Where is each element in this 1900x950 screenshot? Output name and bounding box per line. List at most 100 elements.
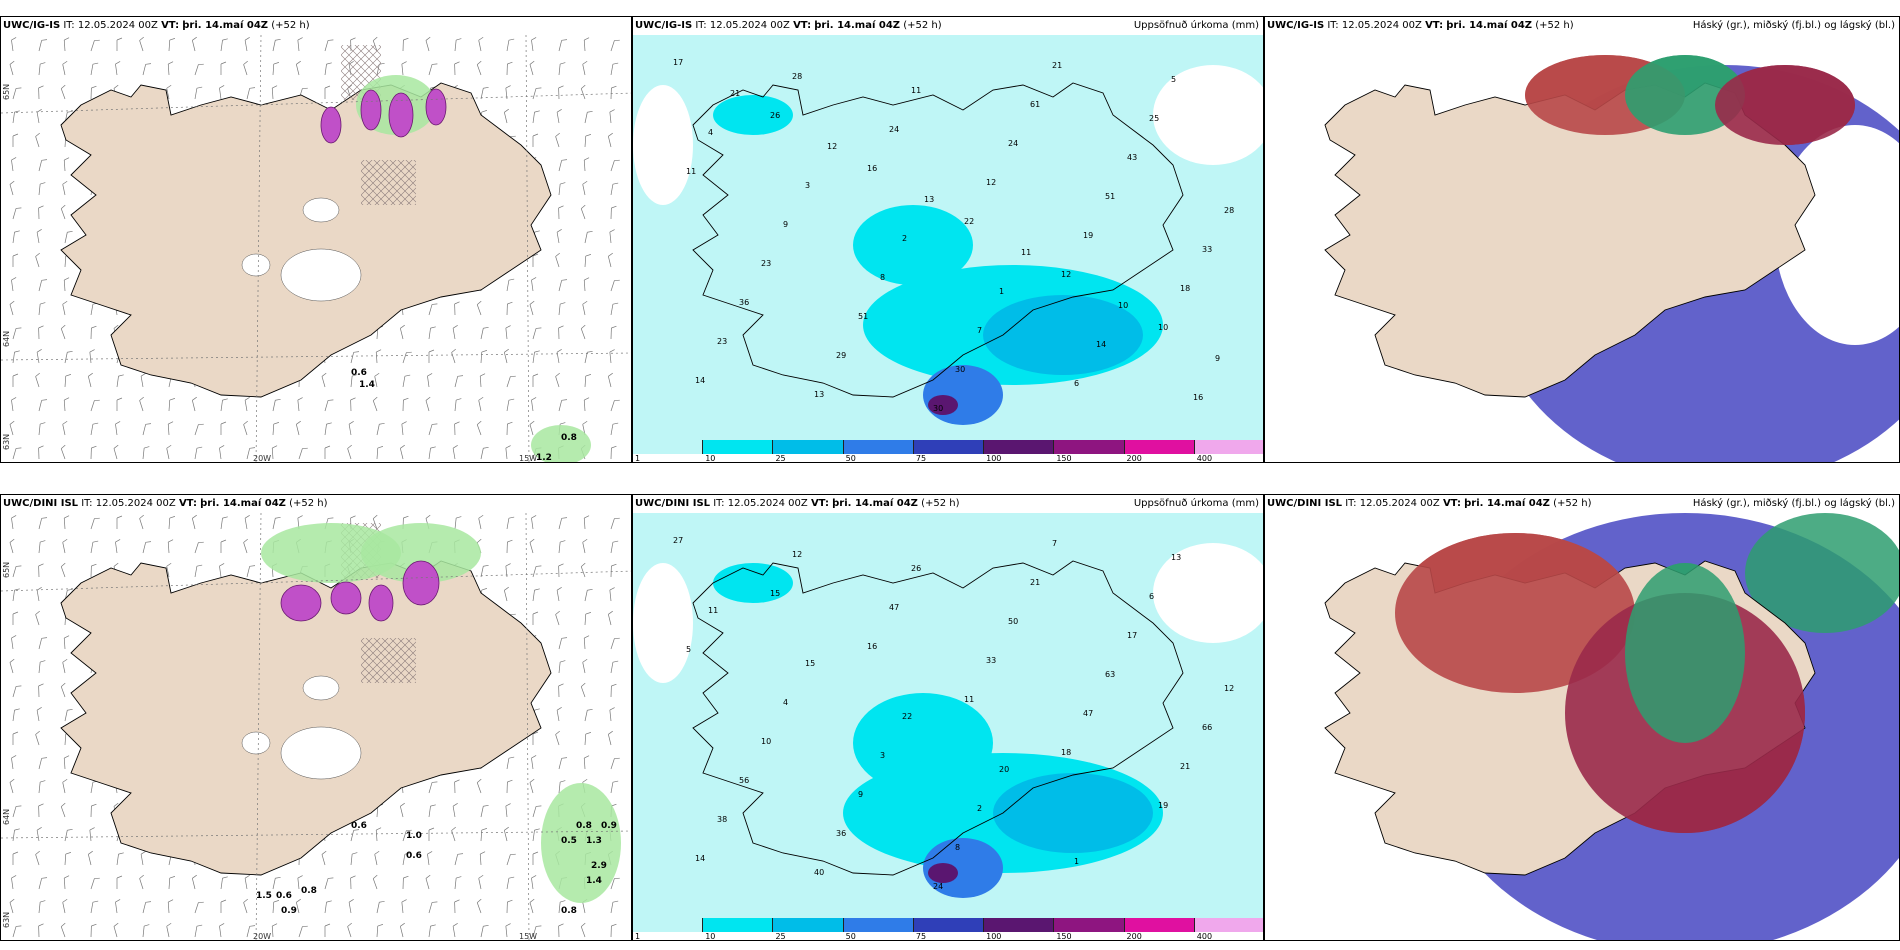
- precip-purple: [330, 581, 362, 615]
- wind-barb: [324, 422, 332, 436]
- wind-barb: [428, 446, 436, 460]
- wind-barb: [115, 539, 121, 554]
- panel-title: UWC/IG-IS IT: 12.05.2024 00Z VT: þri. 14…: [3, 20, 310, 31]
- wind-barb: [244, 875, 250, 890]
- wind-barb: [38, 900, 46, 914]
- wind-barb: [505, 325, 511, 340]
- precip-value-label: 13: [1171, 553, 1181, 562]
- wind-barb: [532, 350, 540, 364]
- wind-barb: [375, 349, 382, 364]
- wind-barb: [348, 899, 354, 914]
- wind-barb: [38, 445, 44, 460]
- colorbar-label: 50: [845, 932, 856, 941]
- wind-barb: [607, 252, 613, 268]
- wind-barb: [139, 396, 144, 412]
- wind-barb: [401, 61, 407, 76]
- panel-ig-clouds: UWC/IG-IS IT: 12.05.2024 00Z VT: þri. 14…: [1264, 16, 1900, 463]
- wind-barb: [427, 373, 433, 388]
- wind-barb: [60, 84, 66, 100]
- precip-value-label: 51: [1105, 192, 1115, 201]
- wind-barb: [555, 372, 560, 388]
- precip-purple: [360, 89, 382, 131]
- wind-barb: [350, 374, 358, 388]
- wind-barb: [62, 180, 68, 196]
- wind-barb: [583, 277, 590, 292]
- glacier: [280, 726, 362, 780]
- wind-barb: [12, 708, 20, 722]
- wind-barb: [428, 326, 436, 340]
- wind-barb: [532, 133, 539, 147]
- precip-value-label: 30: [955, 365, 965, 374]
- wind-barb: [295, 898, 301, 914]
- wind-barb: [558, 182, 566, 196]
- wind-barb: [9, 898, 15, 914]
- precip-value-label: 21: [1180, 762, 1190, 771]
- wind-barb: [38, 39, 48, 52]
- precip-value-label: 11: [911, 86, 921, 95]
- precip-value-label: 1.5: [256, 891, 272, 901]
- colorbar-label: 10: [705, 454, 716, 463]
- wind-barb: [555, 730, 560, 746]
- wind-barb: [609, 707, 615, 722]
- wind-barb: [60, 922, 66, 938]
- wind-barb: [62, 898, 68, 914]
- wind-barb: [584, 110, 593, 124]
- wind-barb: [36, 229, 42, 244]
- precip-value-label: 2.9: [591, 861, 607, 871]
- precip-purple: [368, 584, 394, 622]
- colorbar-label: 10: [705, 932, 716, 941]
- wind-barb: [194, 446, 203, 460]
- wind-barb: [582, 300, 588, 316]
- precip-contour: [928, 863, 958, 883]
- wind-barb: [454, 899, 460, 914]
- wind-barb: [584, 732, 592, 746]
- map-canvas: 2715161118191412473347213840265063665636…: [633, 513, 1263, 920]
- wind-barb: [12, 447, 22, 460]
- wind-barb: [582, 180, 588, 196]
- wind-barb: [272, 422, 280, 436]
- wind-barb: [167, 899, 174, 914]
- wind-barb: [244, 397, 250, 412]
- colorbar-swatch: [843, 440, 914, 454]
- wind-barb: [580, 922, 586, 938]
- wind-barb: [64, 852, 72, 866]
- precip-purple: [402, 560, 440, 606]
- precip-value-label: 15: [770, 589, 780, 598]
- wind-barb: [298, 447, 308, 460]
- precip-purple: [388, 92, 414, 138]
- wind-barb: [9, 300, 15, 316]
- wind-barb: [62, 300, 68, 316]
- wind-barb: [194, 901, 204, 914]
- wind-barb: [428, 423, 438, 436]
- precip-value-label: 15: [805, 659, 815, 668]
- wind-barb: [36, 827, 42, 842]
- wind-barb: [402, 397, 409, 412]
- wind-barb: [11, 515, 17, 530]
- iceland-coastline: [692, 560, 1184, 876]
- wind-barb: [297, 875, 303, 890]
- wind-barb: [505, 803, 511, 818]
- map-area: 17 26 16 22 12 10 14 28 24 12 19 18 23 13 11 24 51 33 36 29…: [633, 35, 1263, 442]
- precip-value-label: 33: [1202, 245, 1212, 254]
- precip-green: [261, 523, 401, 583]
- wind-barb: [584, 350, 593, 364]
- wind-barb: [558, 85, 564, 100]
- wind-barb: [90, 422, 99, 436]
- precip-value-label: 23: [717, 337, 727, 346]
- wind-barb: [506, 756, 515, 770]
- precip-value-label: 22: [964, 217, 974, 226]
- wind-barb: [532, 565, 542, 578]
- wind-barb: [12, 327, 22, 340]
- wind-barb: [401, 899, 407, 914]
- wind-barb: [12, 611, 19, 625]
- wind-barb: [90, 540, 99, 554]
- wind-barb: [36, 349, 42, 364]
- wind-barb: [64, 230, 73, 244]
- graticule: [1, 352, 631, 361]
- panel-field-label: Uppsöfnuð úrkoma (mm): [1133, 20, 1259, 31]
- wind-barb: [350, 397, 356, 412]
- wind-barb: [62, 60, 68, 76]
- precip-value-label: 0.9: [601, 821, 617, 831]
- wind-barb: [142, 63, 152, 76]
- graticule: [255, 513, 262, 940]
